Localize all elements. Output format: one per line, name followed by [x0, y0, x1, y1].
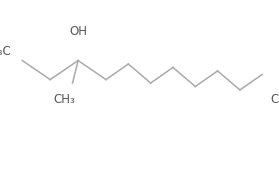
Text: H₃C: H₃C	[0, 45, 11, 58]
Text: OH: OH	[69, 25, 87, 38]
Text: CH₃: CH₃	[53, 93, 75, 106]
Text: CH₃: CH₃	[271, 93, 279, 106]
